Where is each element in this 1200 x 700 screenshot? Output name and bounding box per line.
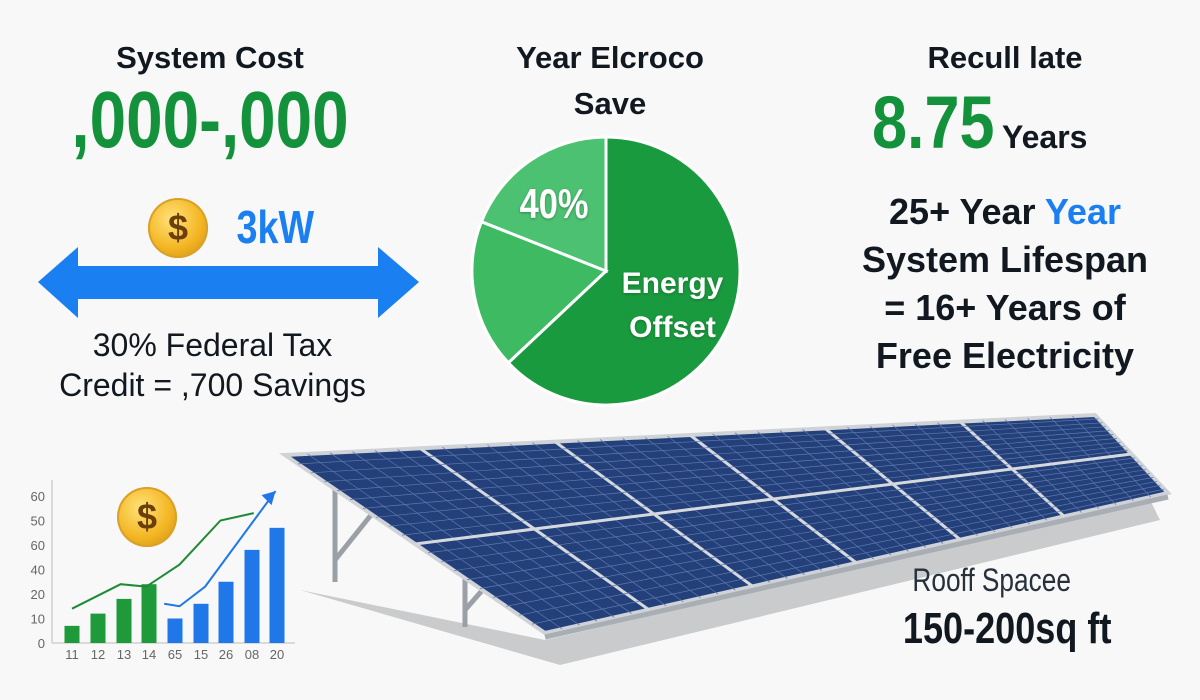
energy-offset-pie — [470, 135, 742, 407]
dollar-coin-icon: $ — [148, 198, 208, 258]
y-tick-label: 50 — [31, 514, 45, 529]
roof-space-label: Rooff Spacee — [912, 562, 1071, 598]
chart-bar — [218, 581, 234, 643]
tax-credit-line2: Credit = ,700 Savings — [59, 367, 366, 403]
chart-bar — [116, 598, 132, 643]
green-trend-line — [71, 512, 254, 610]
payback-value: 8.75 — [872, 81, 995, 164]
payback-title: Recull late — [927, 40, 1083, 75]
chart-bar — [269, 527, 285, 643]
savings-title-line1: Year Elcroco — [516, 40, 704, 75]
pie-slice — [470, 219, 609, 365]
chart-bar — [193, 603, 209, 643]
lifespan-line4: Free Electricity — [875, 335, 1135, 376]
pie-label-percent: 40% — [519, 180, 589, 227]
y-tick-label: 40 — [31, 563, 45, 578]
y-tick-label: 60 — [31, 538, 45, 553]
x-tick-label: 08 — [245, 647, 259, 662]
system-cost-value: ,000-,000 — [71, 75, 349, 164]
chart-bar — [90, 613, 106, 643]
x-tick-label: 26 — [219, 647, 233, 662]
y-tick-label: 20 — [31, 587, 45, 602]
x-tick-label: 14 — [142, 647, 156, 662]
lifespan-text: 25+ Year Year System Lifespan = 16+ Year… — [825, 188, 1185, 380]
payback-unit: Years — [1002, 119, 1088, 155]
x-tick-label: 20 — [270, 647, 284, 662]
chart-bar — [141, 584, 157, 643]
lifespan-line1: 25+ Year — [889, 191, 1036, 232]
lifespan-line2: System Lifespan — [861, 239, 1149, 280]
savings-growth-chart: 0 10 20 40 60 50 60 11 12 13 14 65 15 26 08 20 — [31, 480, 295, 662]
chart-bar — [167, 618, 183, 643]
lifespan-highlight: Year — [1044, 191, 1121, 232]
tax-credit-text: 30% Federal Tax Credit = ,700 Savings — [10, 325, 415, 405]
pie-slice — [479, 135, 608, 274]
x-tick-label: 12 — [91, 647, 105, 662]
roof-space-value: 150-200sq ft — [902, 604, 1112, 653]
pie-slice — [506, 135, 742, 407]
payback-period: 8.75 Years — [872, 80, 1087, 165]
dollar-coin-icon: $ — [117, 487, 177, 547]
y-tick-label: 0 — [38, 636, 45, 651]
system-size: 3kW — [236, 201, 315, 253]
chart-bar — [64, 625, 80, 643]
x-tick-label: 13 — [117, 647, 131, 662]
arrow-head-icon — [261, 491, 276, 506]
x-tick-label: 11 — [65, 647, 79, 662]
lifespan-line3: = 16+ Years of — [884, 287, 1126, 328]
blue-trend-line — [164, 490, 277, 608]
chart-bar — [244, 549, 260, 643]
double-arrow-icon — [38, 247, 419, 318]
x-tick-label: 65 — [168, 647, 182, 662]
savings-title-line2: Save — [573, 86, 647, 121]
y-tick-label: 10 — [31, 612, 45, 627]
system-cost-title: System Cost — [116, 40, 304, 75]
pie-label-energy-offset: Energy Offset — [621, 267, 724, 344]
x-tick-label: 15 — [194, 647, 208, 662]
tax-credit-line1: 30% Federal Tax — [92, 327, 333, 363]
y-tick-label: 60 — [31, 489, 45, 504]
